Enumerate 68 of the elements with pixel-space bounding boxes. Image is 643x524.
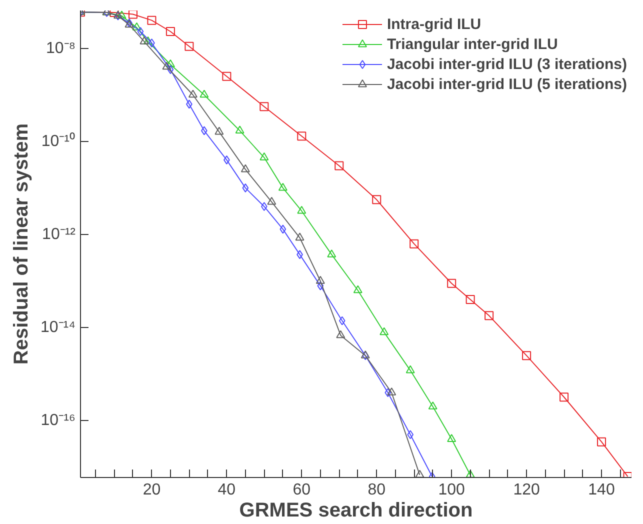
point: [297, 132, 306, 141]
point: [295, 232, 304, 241]
legend-label: Intra-grid ILU: [386, 16, 482, 32]
x-axis-title: GRMES search direction: [239, 500, 473, 522]
y-axis-title: Residual of linear system: [10, 123, 32, 365]
point: [317, 281, 324, 290]
x-tick-label: 100: [438, 482, 466, 498]
point: [132, 22, 142, 30]
legend-label: Jacobi inter-grid ILU (3 iterations): [386, 56, 627, 72]
point: [260, 102, 269, 112]
point: [147, 16, 156, 25]
point: [260, 152, 269, 160]
point: [184, 42, 194, 51]
x-tick-label: 140: [588, 482, 615, 498]
point: [466, 470, 475, 478]
point: [407, 430, 414, 440]
point: [560, 392, 569, 402]
point: [384, 388, 392, 398]
point: [466, 295, 475, 304]
point: [372, 195, 382, 204]
point: [140, 36, 149, 44]
point: [447, 434, 456, 442]
point: [336, 330, 346, 338]
point: [188, 90, 198, 98]
point: [387, 388, 396, 396]
point: [242, 183, 249, 192]
point: [428, 402, 438, 410]
point: [338, 316, 346, 326]
point: [162, 62, 172, 70]
point: [522, 351, 532, 360]
y-tick-label: 10⁻¹⁴: [40, 319, 76, 336]
point: [267, 196, 276, 205]
point: [380, 327, 389, 336]
y-tick-label: 10⁻¹⁰: [41, 132, 76, 150]
point: [484, 311, 494, 320]
point: [166, 59, 175, 68]
point: [316, 276, 325, 284]
x-tick-label: 80: [368, 482, 386, 498]
x-tick-label: 120: [513, 482, 540, 498]
point: [235, 126, 244, 134]
point: [406, 365, 415, 374]
point: [278, 182, 288, 191]
point: [200, 90, 209, 98]
legend-label: Jacobi inter-grid ILU (5 iterations): [386, 76, 627, 92]
point: [222, 72, 232, 81]
point: [327, 249, 336, 258]
point: [143, 36, 152, 44]
x-tick-label: 40: [218, 482, 236, 498]
point: [137, 26, 144, 36]
y-tick-label: 10⁻⁸: [46, 40, 76, 57]
point: [297, 206, 306, 214]
point: [166, 26, 175, 36]
y-tick-label: 10⁻¹²: [42, 226, 76, 243]
y-tick-label: 10⁻¹⁶: [40, 412, 76, 430]
point: [597, 437, 606, 446]
x-tick-label: 20: [142, 482, 161, 498]
x-tick-label: 60: [292, 482, 311, 498]
point: [128, 10, 138, 19]
point: [167, 65, 174, 74]
point: [334, 161, 344, 170]
point: [353, 285, 362, 294]
point: [240, 164, 250, 172]
point: [214, 126, 224, 135]
point: [280, 224, 286, 234]
point: [447, 278, 456, 288]
legend-label: Triangular inter-grid ILU: [386, 36, 558, 52]
point: [117, 10, 126, 19]
point: [410, 239, 419, 248]
